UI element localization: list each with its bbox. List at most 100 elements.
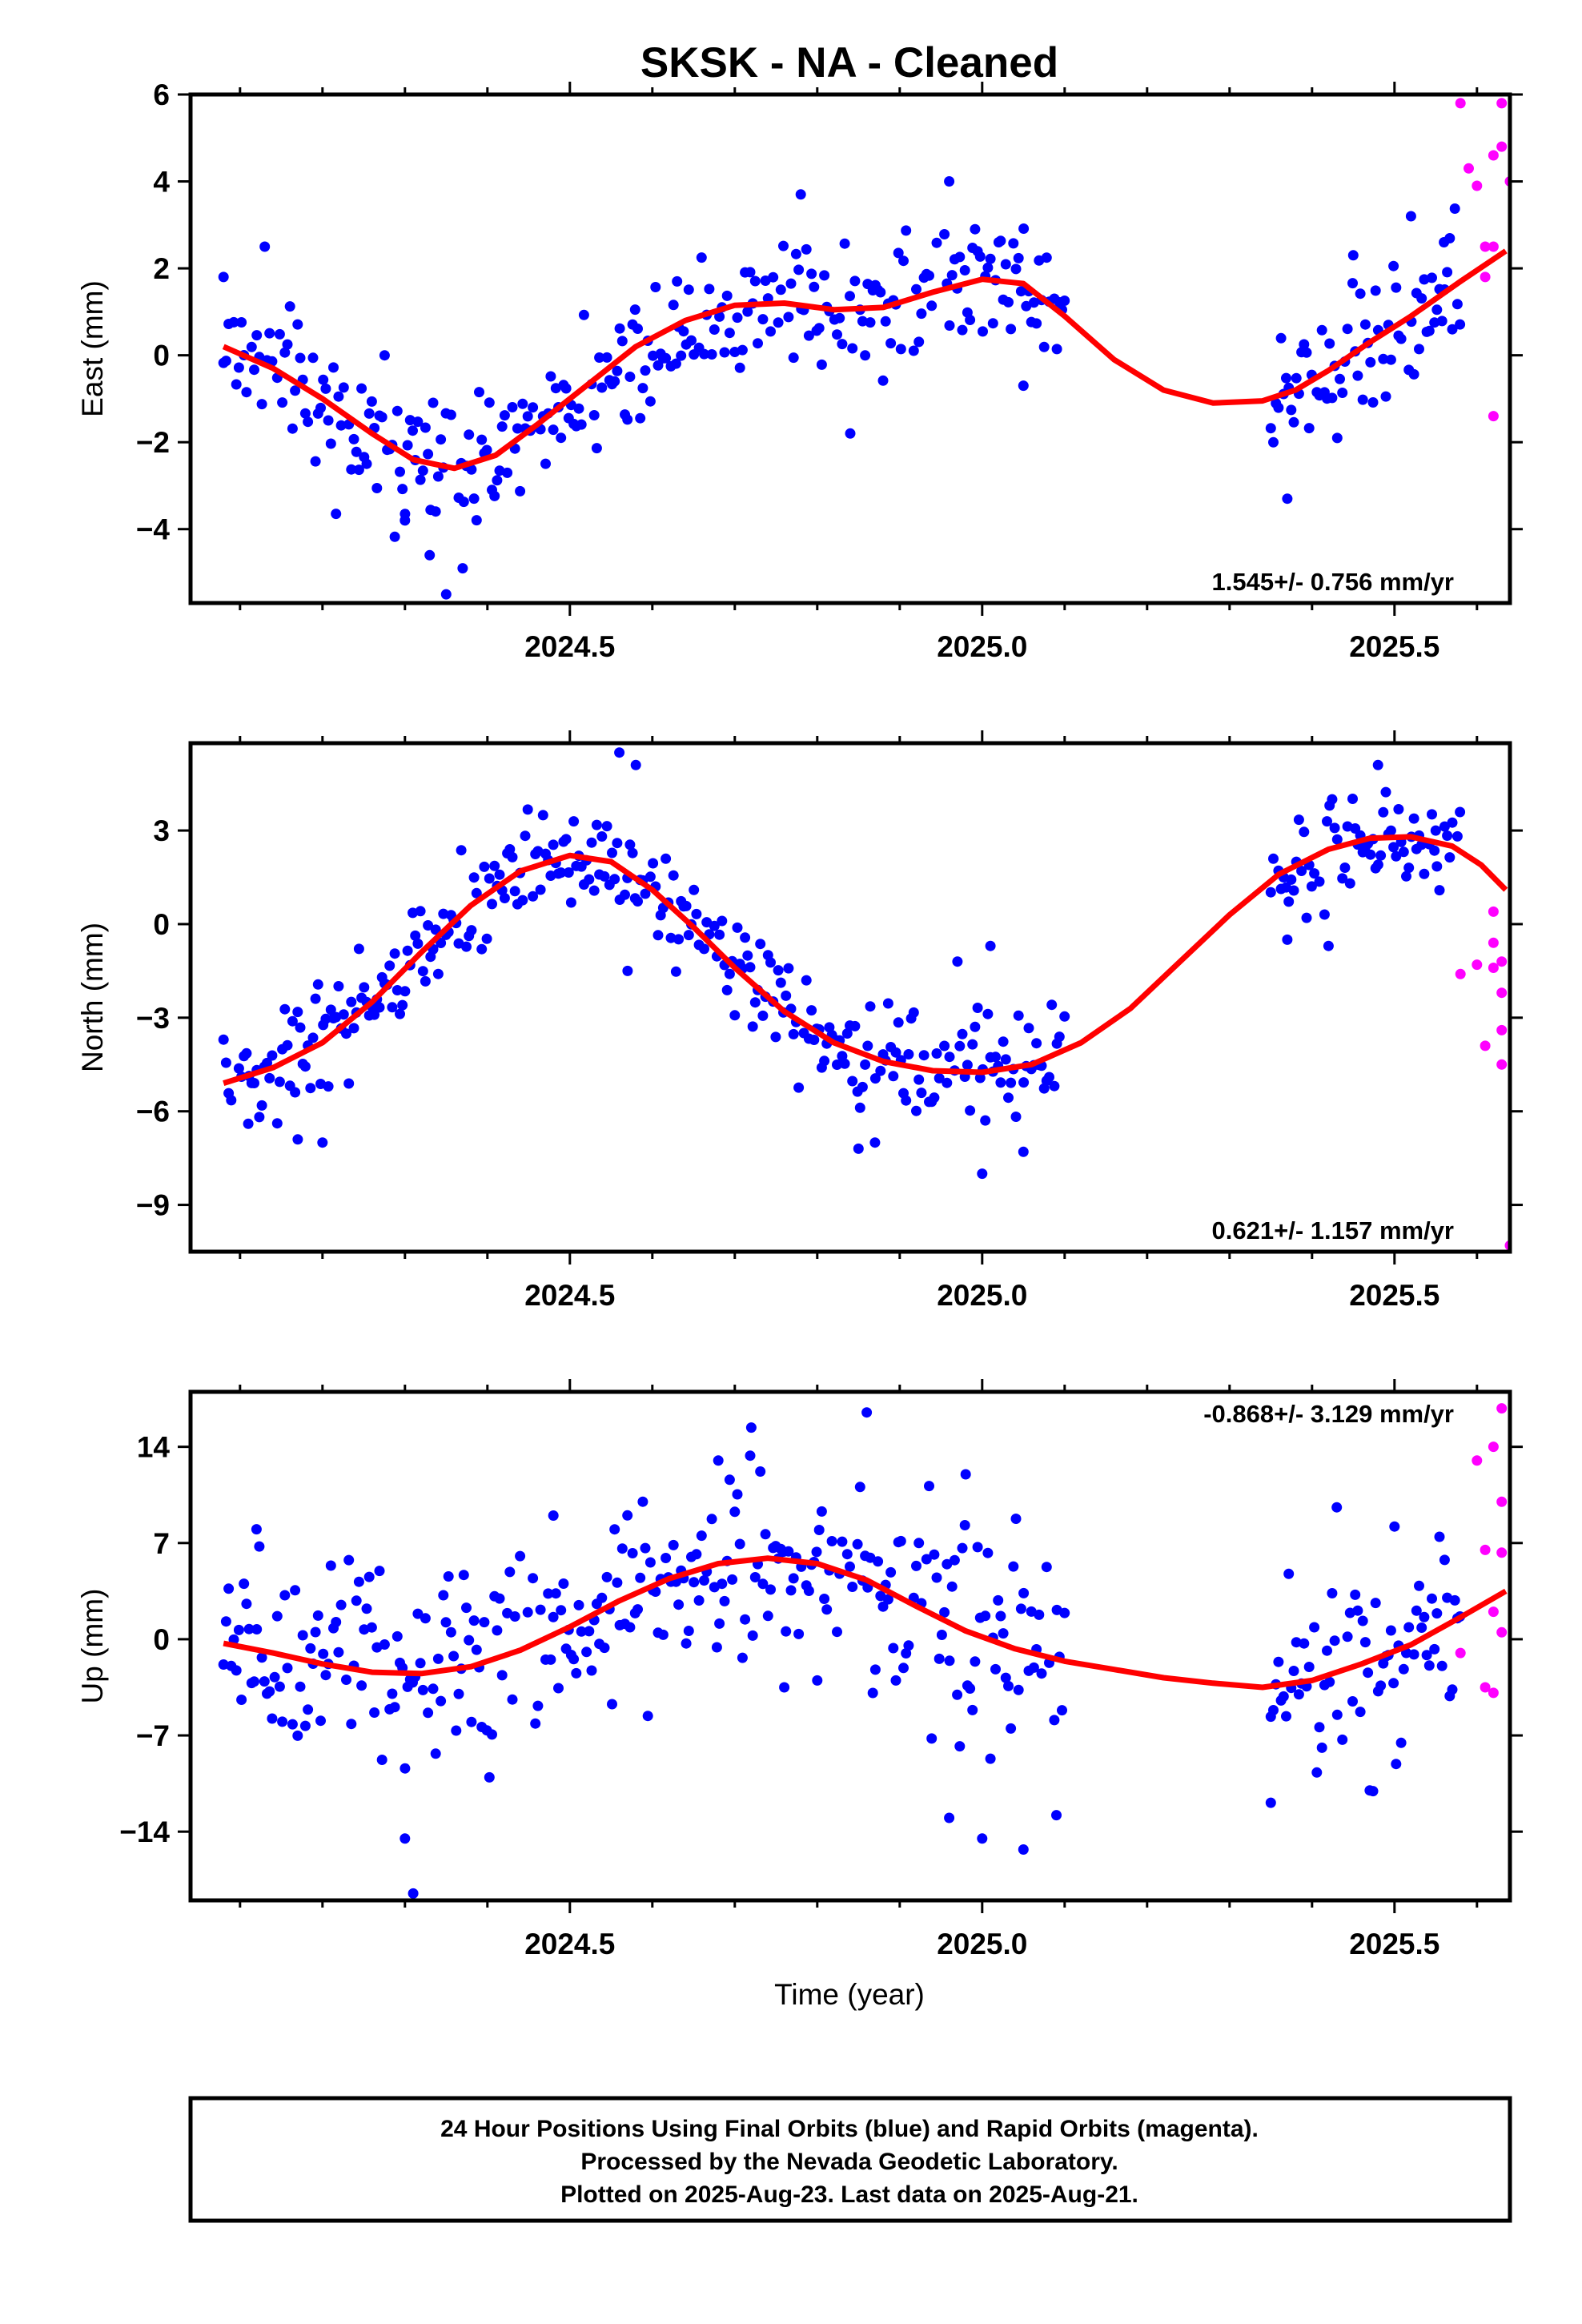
final-orbit-point <box>545 371 556 382</box>
y-tick-label: 7 <box>153 1527 170 1560</box>
final-orbit-point <box>1403 1622 1415 1633</box>
final-orbit-point <box>729 1506 741 1518</box>
final-orbit-point <box>841 1028 853 1039</box>
final-orbit-point <box>1455 806 1466 818</box>
final-orbit-point <box>995 1610 1006 1622</box>
final-orbit-point <box>803 1586 814 1596</box>
final-orbit-point <box>755 939 766 950</box>
final-orbit-point <box>760 1529 771 1540</box>
final-orbit-point <box>788 352 799 364</box>
final-orbit-point <box>1355 1707 1366 1718</box>
final-orbit-point <box>423 920 434 931</box>
final-orbit-point <box>885 338 897 349</box>
rapid-orbit-point <box>1472 959 1483 971</box>
final-orbit-point <box>888 1642 899 1654</box>
final-orbit-point <box>642 1711 653 1722</box>
final-orbit-point <box>1391 282 1402 293</box>
final-orbit-point <box>474 387 484 398</box>
final-orbit-point <box>335 1599 347 1610</box>
panel-1: 2024.5 2025.0 2025.5 −4 −2 0 2 4 6 East (mm) 1.545… <box>76 78 1523 663</box>
final-orbit-point <box>369 1707 380 1718</box>
final-orbit-point <box>443 1571 454 1582</box>
final-orbit-point <box>696 1530 707 1542</box>
final-orbit-point <box>269 1671 280 1683</box>
final-orbit-point <box>1370 285 1381 296</box>
final-orbit-point <box>1291 1637 1302 1648</box>
final-orbit-point <box>489 490 500 501</box>
final-orbit-point <box>315 1715 326 1727</box>
final-orbit-point <box>614 323 625 334</box>
final-orbit-point <box>640 1542 651 1554</box>
final-orbit-point <box>496 1670 508 1681</box>
final-orbit-point <box>1414 344 1424 355</box>
final-orbit-point <box>568 1654 580 1665</box>
final-orbit-point <box>926 1733 938 1744</box>
final-orbit-point <box>356 1680 367 1691</box>
final-orbit-point <box>1398 846 1409 858</box>
final-orbit-point <box>299 1720 311 1731</box>
final-orbit-point <box>1421 1650 1432 1661</box>
final-orbit-point <box>223 1583 235 1594</box>
x-axis-label: Time (year) <box>774 1978 925 2011</box>
final-orbit-point <box>630 759 641 770</box>
rapid-orbit-point <box>1488 411 1499 422</box>
final-orbit-point <box>1327 794 1338 805</box>
final-orbit-point <box>578 309 589 320</box>
final-orbit-point <box>724 968 735 979</box>
rapid-orbit-point <box>1496 1547 1508 1558</box>
final-orbit-point <box>445 1626 456 1638</box>
final-orbit-point <box>292 1134 303 1145</box>
final-orbit-point <box>1427 1593 1437 1604</box>
final-orbit-point <box>609 376 620 387</box>
final-orbit-point <box>1293 814 1304 826</box>
final-orbit-point <box>303 416 314 428</box>
final-orbit-point <box>806 268 817 279</box>
final-orbit-point <box>650 282 661 292</box>
panel-3: 2024.5 2025.0 2025.5 −14 −7 0 7 14 Up (mm) -0.868… <box>76 1379 1523 1960</box>
final-orbit-point <box>1391 850 1402 862</box>
final-orbit-point <box>243 1118 254 1129</box>
rapid-orbit-point <box>1496 1059 1508 1070</box>
final-orbit-point <box>982 1008 994 1019</box>
final-orbit-point <box>400 1833 411 1844</box>
final-orbit-point <box>220 1616 231 1627</box>
final-orbit-point <box>1449 203 1460 214</box>
final-orbit-point <box>530 1718 541 1729</box>
final-orbit-point <box>1283 896 1295 907</box>
final-orbit-point <box>1429 1643 1440 1655</box>
final-orbit-point <box>734 1538 745 1550</box>
final-orbit-point <box>719 1595 730 1606</box>
final-orbit-point <box>537 810 548 821</box>
final-orbit-point <box>274 1681 285 1692</box>
final-orbit-point <box>218 1034 229 1045</box>
final-orbit-point <box>299 1061 311 1072</box>
final-orbit-point <box>226 1095 237 1106</box>
final-orbit-point <box>612 838 623 849</box>
final-orbit-point <box>1265 887 1276 898</box>
rapid-orbit-point <box>1496 956 1508 967</box>
final-orbit-point <box>934 1072 945 1084</box>
panel-data <box>218 1403 1508 1899</box>
final-orbit-point <box>1423 325 1435 336</box>
final-orbit-point <box>747 1630 758 1641</box>
final-orbit-point <box>295 352 306 364</box>
final-orbit-point <box>985 1753 996 1764</box>
final-orbit-point <box>1452 830 1463 842</box>
final-orbit-point <box>325 1004 336 1015</box>
final-orbit-point <box>282 1663 293 1674</box>
final-orbit-point <box>457 563 468 574</box>
final-orbit-point <box>402 440 413 451</box>
final-orbit-point <box>1306 881 1317 892</box>
final-orbit-point <box>877 1601 889 1612</box>
final-orbit-point <box>1331 834 1343 845</box>
plot-frame <box>188 92 1512 605</box>
x-tick-label: 2024.5 <box>524 1279 615 1312</box>
final-orbit-point <box>693 1595 705 1606</box>
final-orbit-point <box>1265 1797 1276 1808</box>
final-orbit-point <box>1059 1011 1070 1022</box>
final-orbit-point <box>1455 319 1466 330</box>
final-orbit-point <box>228 316 239 328</box>
final-orbit-point <box>946 1581 958 1592</box>
final-orbit-point <box>479 861 490 872</box>
final-orbit-point <box>1389 1521 1400 1532</box>
